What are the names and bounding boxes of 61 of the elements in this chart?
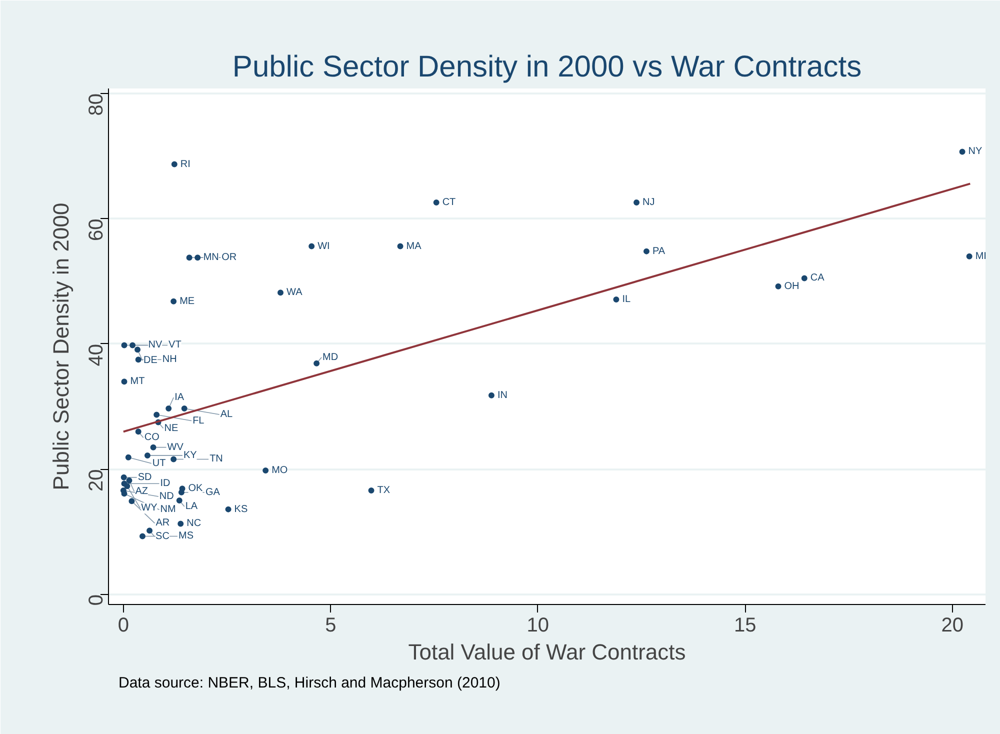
annotation: DE [144, 355, 158, 366]
annotation: FL [192, 415, 205, 426]
annotation: NY [968, 146, 983, 158]
y-axis-title: Public Sector Density in 2000 [48, 202, 74, 490]
annotation: NE [164, 422, 178, 434]
annotation: PA [652, 246, 666, 257]
annotation: MA [406, 240, 422, 252]
annotation: IA [174, 392, 184, 403]
annotation: WY [141, 502, 158, 514]
annotation: MT [130, 376, 145, 388]
annotation: GA [205, 486, 220, 498]
annotation: CT [442, 196, 456, 208]
annotation: UT [152, 458, 166, 469]
annotation: KY [183, 450, 198, 461]
annotation: VT [168, 340, 182, 351]
annotation: RI [180, 158, 190, 170]
annotation: LA [185, 501, 198, 512]
x-tick-label: 10 [526, 614, 550, 636]
annotation: ME [180, 296, 195, 307]
annotation: MI [975, 250, 986, 262]
annotation: CO [144, 432, 160, 444]
annotation: AR [156, 518, 170, 529]
y-tick-label: 80 [86, 94, 108, 116]
y-tick-label: 40 [86, 344, 108, 366]
annotation: NM [160, 504, 176, 516]
annotation: MS [178, 530, 194, 542]
annotation: NJ [642, 196, 655, 208]
annotation: ID [160, 478, 170, 490]
annotation: WA [286, 287, 303, 298]
annotation: WI [318, 240, 330, 252]
y-tick-label: 60 [86, 218, 108, 241]
annotation: TX [377, 485, 390, 496]
annotation: SC [156, 531, 170, 542]
y-tick-label: 0 [86, 594, 108, 606]
annotation: MN [203, 252, 219, 264]
annotation: OH [784, 280, 800, 292]
annotation: ND [159, 491, 174, 502]
annotation: IL [622, 294, 631, 306]
x-tick-label: 20 [941, 614, 964, 636]
annotation: KS [234, 504, 248, 515]
annotation: SD [138, 472, 152, 483]
annotation: IN [497, 390, 508, 401]
x-tick-label: 15 [734, 614, 756, 636]
x-tick-label: 5 [325, 614, 336, 636]
annotation: TN [210, 454, 223, 465]
annotation: NV [148, 340, 162, 351]
y-tick-label: 20 [86, 469, 108, 492]
annotation: OR [222, 252, 237, 264]
annotation: MO [272, 464, 288, 476]
annotation: CA [810, 272, 825, 284]
annotation: MD [322, 352, 338, 363]
annotation: OK [188, 483, 204, 494]
chart-title: Public Sector Density in 2000 vs War Contracts [232, 50, 862, 84]
x-axis-title: Total Value of War Contracts [408, 640, 686, 664]
annotation: AL [220, 408, 234, 420]
annotation: NC [186, 518, 202, 530]
x-tick-label: 0 [118, 614, 129, 636]
annotation: AZ [135, 486, 148, 498]
annotation: NH [162, 354, 177, 366]
annotation: WV [167, 442, 184, 453]
source-note: Data source: NBER, BLS, Hirsch and Macpherson (2010) [118, 674, 500, 692]
